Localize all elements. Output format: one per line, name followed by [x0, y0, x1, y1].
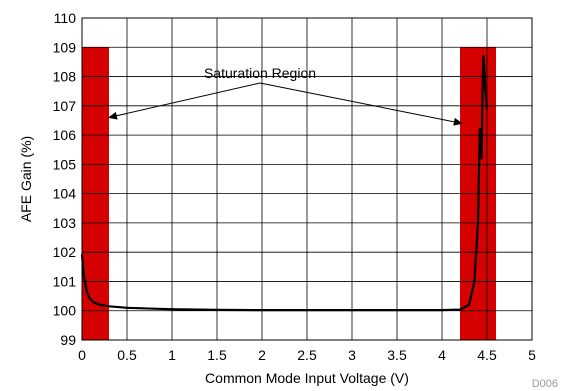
x-tick-label: 4 — [438, 347, 446, 363]
x-tick-label: 1 — [168, 347, 176, 363]
y-tick-label: 106 — [53, 127, 77, 143]
y-tick-label: 109 — [53, 39, 77, 55]
x-tick-label: 5 — [528, 347, 536, 363]
y-tick-label: 104 — [53, 186, 77, 202]
y-tick-label: 105 — [53, 156, 77, 172]
y-tick-label: 99 — [60, 332, 76, 348]
x-tick-label: 3 — [348, 347, 356, 363]
plot-area-frame — [81, 17, 533, 341]
y-tick-label: 107 — [53, 98, 77, 114]
annotation-saturation-region: Saturation Region — [204, 65, 316, 81]
y-tick-label: 103 — [53, 215, 77, 231]
x-tick-label: 0.5 — [117, 347, 137, 363]
y-tick-label: 100 — [53, 303, 77, 319]
x-axis-title: Common Mode Input Voltage (V) — [205, 370, 409, 386]
x-tick-label: 2 — [258, 347, 266, 363]
y-tick-label: 108 — [53, 69, 77, 85]
figure-id-label: D006 — [532, 378, 558, 390]
x-tick-label: 2.5 — [297, 347, 317, 363]
series-line-1 — [80, 54, 489, 312]
x-tick-label: 1.5 — [207, 347, 227, 363]
y-tick-label: 110 — [54, 10, 77, 26]
x-tick-label: 4.5 — [477, 347, 497, 363]
x-tick-label: 3.5 — [387, 347, 407, 363]
y-axis-title: AFE Gain (%) — [18, 136, 34, 222]
annotation-arrow-2 — [259, 82, 463, 126]
y-tick-label: 102 — [53, 244, 77, 260]
y-tick-label: 101 — [53, 273, 77, 289]
x-tick-label: 0 — [78, 347, 86, 363]
annotation-arrow-1 — [108, 82, 261, 120]
